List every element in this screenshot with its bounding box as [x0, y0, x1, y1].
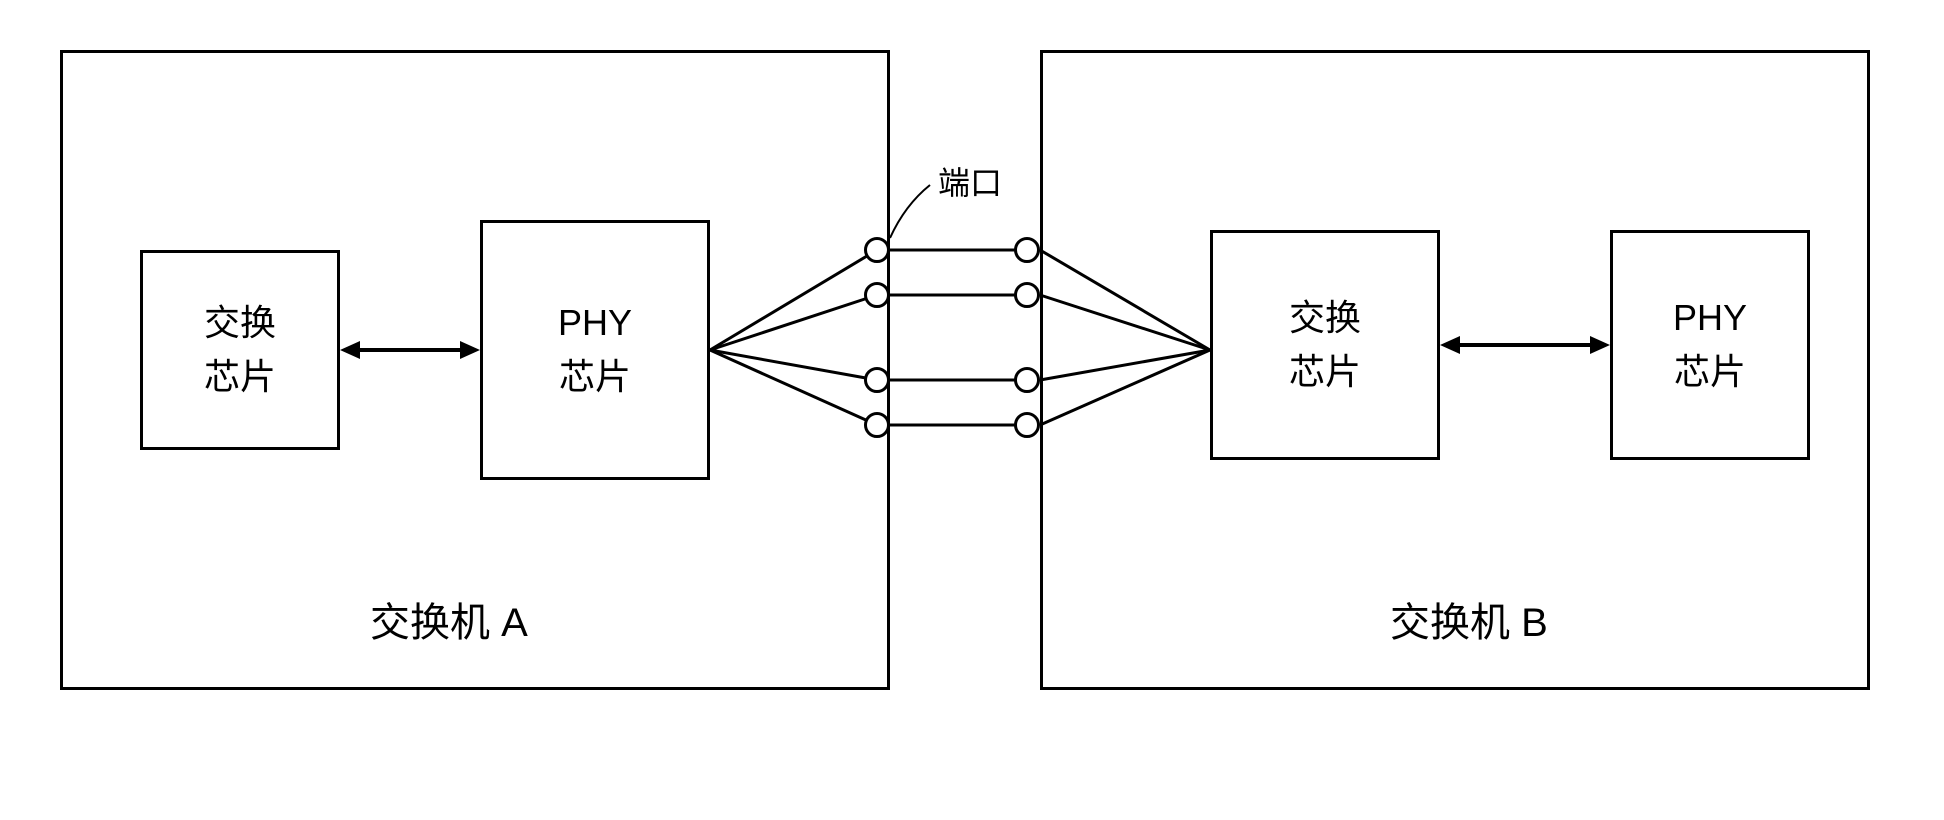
port-right-2 [1014, 282, 1040, 308]
switch-a-label: 交换机 A [370, 590, 528, 648]
phy-chip-a-label: PHY 芯片 [558, 296, 632, 404]
diagram-container: 交换 芯片 PHY 芯片 交换 芯片 PHY 芯片 交换机 A 交换机 B [60, 50, 1884, 770]
port-callout-line [890, 185, 930, 238]
switch-chip-a: 交换 芯片 [140, 250, 340, 450]
port-right-3 [1014, 367, 1040, 393]
port-left-3 [864, 367, 890, 393]
phy-chip-b-label: PHY 芯片 [1673, 291, 1747, 399]
switch-chip-a-label: 交换 芯片 [204, 296, 276, 404]
phy-chip-a: PHY 芯片 [480, 220, 710, 480]
switch-chip-b: 交换 芯片 [1210, 230, 1440, 460]
phy-chip-b: PHY 芯片 [1610, 230, 1810, 460]
port-left-1 [864, 237, 890, 263]
switch-chip-b-label: 交换 芯片 [1289, 291, 1361, 399]
port-right-4 [1014, 412, 1040, 438]
port-right-1 [1014, 237, 1040, 263]
port-label: 端口 [938, 158, 1002, 204]
port-left-2 [864, 282, 890, 308]
port-left-4 [864, 412, 890, 438]
switch-b-label: 交换机 B [1390, 590, 1548, 648]
